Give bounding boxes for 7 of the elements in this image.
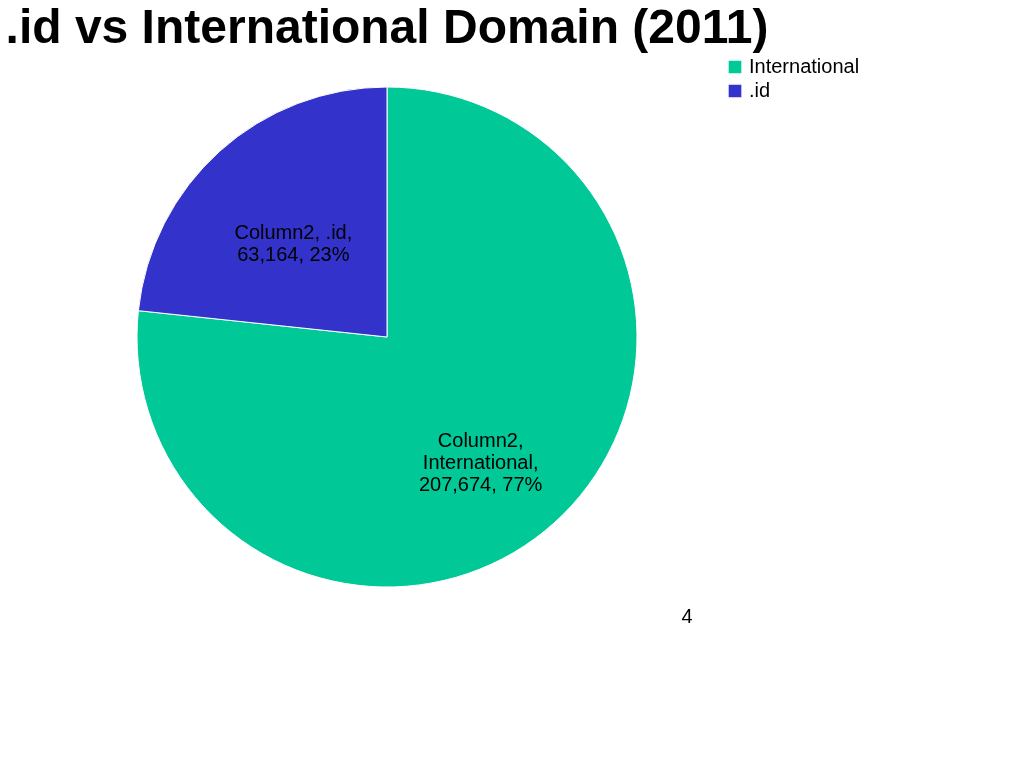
text: 4 [681, 605, 693, 627]
data-label: Column2, International, 207,674, 77% [418, 429, 543, 496]
data-label: Column2, .id, 63,164, 23% [234, 220, 353, 265]
legend-label: International [749, 55, 860, 77]
pie-slice [136, 86, 638, 588]
legend-label: .id [749, 79, 771, 101]
chart-title: .id vs International Domain (2011) [5, 0, 769, 53]
